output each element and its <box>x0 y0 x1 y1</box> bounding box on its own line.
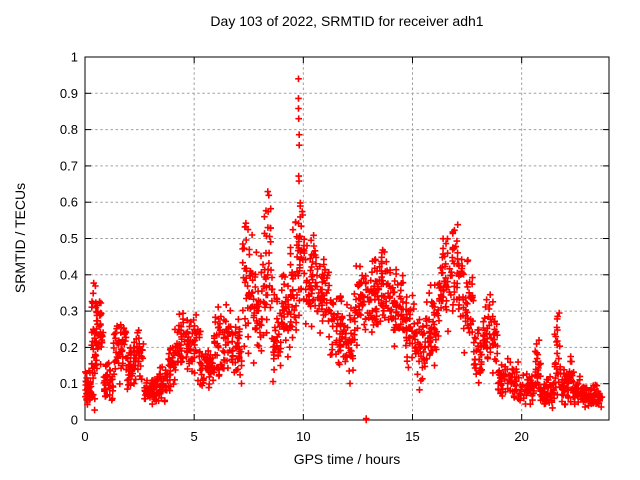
y-tick-label: 0.6 <box>60 195 78 210</box>
y-tick-label: 0.1 <box>60 376 78 391</box>
y-tick-label: 0.5 <box>60 231 78 246</box>
y-tick-label: 0.7 <box>60 158 78 173</box>
x-tick-label: 5 <box>191 429 198 444</box>
y-tick-label: 0.2 <box>60 340 78 355</box>
x-tick-label: 15 <box>405 429 419 444</box>
x-tick-label: 20 <box>514 429 528 444</box>
y-tick-label: 0.3 <box>60 304 78 319</box>
y-tick-label: 0.9 <box>60 86 78 101</box>
data-points <box>82 75 606 424</box>
y-tick-label: 0 <box>71 413 78 428</box>
y-tick-label: 1 <box>71 50 78 65</box>
y-tick-label: 0.8 <box>60 122 78 137</box>
x-tick-label: 0 <box>81 429 88 444</box>
y-tick-label: 0.4 <box>60 267 78 282</box>
chart-title: Day 103 of 2022, SRMTID for receiver adh… <box>210 13 484 29</box>
x-axis-label: GPS time / hours <box>293 451 401 467</box>
x-tick-label: 10 <box>296 429 310 444</box>
